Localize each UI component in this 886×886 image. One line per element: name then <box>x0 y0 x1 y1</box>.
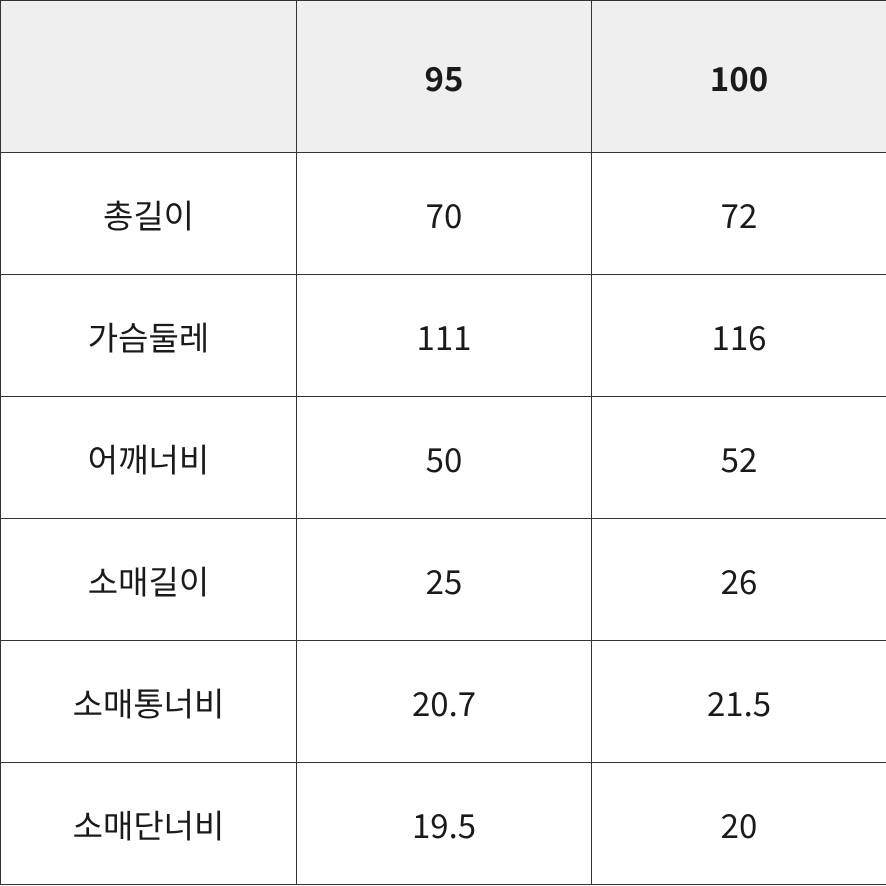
row-label-total-length: 총길이 <box>1 153 297 275</box>
table-header-row: 95 100 <box>1 1 886 153</box>
table-row: 소매길이 25 26 <box>1 519 886 641</box>
cell-chest-100: 116 <box>592 275 886 397</box>
cell-sleeve-hem-100: 20 <box>592 763 886 885</box>
header-size-100: 100 <box>592 1 886 153</box>
row-label-shoulder: 어깨너비 <box>1 397 297 519</box>
table-row: 소매통너비 20.7 21.5 <box>1 641 886 763</box>
header-size-95: 95 <box>297 1 592 153</box>
cell-total-length-95: 70 <box>297 153 592 275</box>
table-row: 어깨너비 50 52 <box>1 397 886 519</box>
cell-chest-95: 111 <box>297 275 592 397</box>
cell-sleeve-hem-95: 19.5 <box>297 763 592 885</box>
row-label-chest: 가슴둘레 <box>1 275 297 397</box>
size-chart-table: 95 100 총길이 70 72 가슴둘레 111 116 어깨너비 50 52… <box>0 0 886 885</box>
row-label-sleeve-hem: 소매단너비 <box>1 763 297 885</box>
row-label-sleeve-width: 소매통너비 <box>1 641 297 763</box>
cell-sleeve-width-100: 21.5 <box>592 641 886 763</box>
header-corner-cell <box>1 1 297 153</box>
table-row: 가슴둘레 111 116 <box>1 275 886 397</box>
cell-total-length-100: 72 <box>592 153 886 275</box>
cell-sleeve-length-100: 26 <box>592 519 886 641</box>
cell-shoulder-100: 52 <box>592 397 886 519</box>
cell-shoulder-95: 50 <box>297 397 592 519</box>
table-row: 소매단너비 19.5 20 <box>1 763 886 885</box>
cell-sleeve-length-95: 25 <box>297 519 592 641</box>
row-label-sleeve-length: 소매길이 <box>1 519 297 641</box>
table-row: 총길이 70 72 <box>1 153 886 275</box>
cell-sleeve-width-95: 20.7 <box>297 641 592 763</box>
